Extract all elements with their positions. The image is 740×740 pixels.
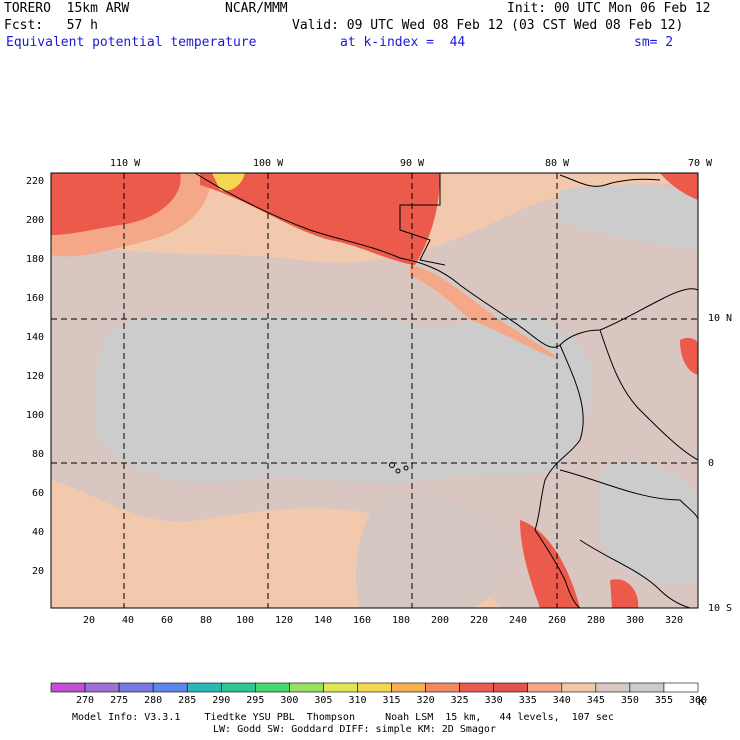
y-tick: 180 <box>25 254 44 265</box>
colorbar-label: 360 <box>688 695 708 706</box>
field-hot-region <box>51 173 181 235</box>
colorbar-label: 355 <box>654 695 673 706</box>
colorbar-label: 305 <box>314 695 333 706</box>
colorbar-label: 330 <box>484 695 503 706</box>
coastline-south-america <box>534 344 584 608</box>
field-hot-region <box>680 337 698 375</box>
field-gray-region <box>560 184 698 250</box>
field-hot-region <box>200 173 440 265</box>
x-tick: 140 <box>313 615 333 626</box>
colorbar-label: 285 <box>178 695 197 706</box>
colorbar-label: 345 <box>586 695 605 706</box>
colorbar-unit: K <box>698 695 705 708</box>
y-tick: 140 <box>25 332 44 343</box>
x-tick: 200 <box>430 615 450 626</box>
physics-info: LW: Godd SW: Goddard DIFF: simple KM: 2D… <box>213 724 496 735</box>
x-tick: 60 <box>160 615 174 626</box>
y-tick: 80 <box>31 449 44 460</box>
forecast-hour: Fcst: 57 h <box>4 18 98 33</box>
model-title: TORERO 15km ARW <box>4 1 130 16</box>
island-galapagos <box>395 468 401 474</box>
field-gray-region <box>94 312 593 483</box>
lon-label-110w: 110 W <box>110 158 141 169</box>
colorbar-label: 270 <box>76 695 95 706</box>
y-tick: 120 <box>25 371 44 382</box>
organization-label: NCAR/MMM <box>225 1 288 16</box>
x-tick: 240 <box>508 615 528 626</box>
lon-label-100w: 100 W <box>253 158 284 169</box>
colorbar-label: 290 <box>212 695 231 706</box>
map-frame <box>50 172 699 609</box>
x-tick: 220 <box>469 615 489 626</box>
x-tick: 100 <box>235 615 255 626</box>
colorbar-label: 300 <box>280 695 299 706</box>
x-tick: 180 <box>391 615 411 626</box>
x-tick: 40 <box>121 615 135 626</box>
field-hot-region <box>520 520 580 608</box>
x-tick: 260 <box>547 615 567 626</box>
y-tick: 60 <box>31 488 44 499</box>
coastline-central-america <box>194 173 698 348</box>
x-tick: 280 <box>586 615 606 626</box>
colorbar-label: 310 <box>348 695 367 706</box>
field-hot-region <box>660 173 698 200</box>
lat-label-10s: 10 S <box>708 603 733 614</box>
colorbar-label: 335 <box>518 695 537 706</box>
lon-label-70w: 70 W <box>688 158 713 169</box>
x-tick: 160 <box>352 615 372 626</box>
x-tick: 300 <box>625 615 645 626</box>
y-tick: 200 <box>25 215 44 226</box>
smoothing-info: sm= 2 <box>634 35 674 50</box>
field-hot-region <box>610 579 639 608</box>
colorbar-label: 280 <box>144 695 163 706</box>
level-info: at k-index = 44 <box>340 35 466 50</box>
lat-label-0: 0 <box>708 458 715 469</box>
y-tick: 100 <box>25 410 44 421</box>
y-tick: 220 <box>25 176 44 187</box>
border-line <box>579 539 691 608</box>
island-galapagos <box>403 465 409 471</box>
field-name: Equivalent potential temperature <box>6 35 257 50</box>
colorbar-label: 320 <box>416 695 435 706</box>
colorbar-label: 315 <box>382 695 401 706</box>
field-gray-region <box>356 496 509 608</box>
colorbar-label: 340 <box>552 695 571 706</box>
border-line <box>399 173 446 266</box>
model-info: Model Info: V3.3.1 Tiedtke YSU PBL Thomp… <box>72 712 614 723</box>
init-time: Init: 00 UTC Mon 06 Feb 12 <box>507 1 711 16</box>
x-tick: 80 <box>199 615 213 626</box>
y-tick: 160 <box>25 293 44 304</box>
colorbar-label: 295 <box>246 695 265 706</box>
border-line <box>559 469 698 521</box>
colorbar-label: 275 <box>110 695 129 706</box>
field-warm-region <box>410 265 560 360</box>
y-tick: 40 <box>31 527 44 538</box>
field-gray-region <box>600 461 698 584</box>
lon-label-90w: 90 W <box>400 158 425 169</box>
x-tick: 120 <box>274 615 294 626</box>
border-line <box>599 329 698 461</box>
lat-label-10n: 10 N <box>708 313 733 324</box>
x-tick: 320 <box>664 615 684 626</box>
colorbar-label: 325 <box>450 695 469 706</box>
valid-time: Valid: 09 UTC Wed 08 Feb 12 (03 CST Wed … <box>292 18 684 33</box>
y-tick: 20 <box>31 566 44 577</box>
lon-label-80w: 80 W <box>545 158 570 169</box>
coastline-caribbean <box>559 174 661 187</box>
x-tick: 20 <box>82 615 96 626</box>
colorbar-label: 350 <box>620 695 639 706</box>
field-hot-spot <box>212 173 245 191</box>
